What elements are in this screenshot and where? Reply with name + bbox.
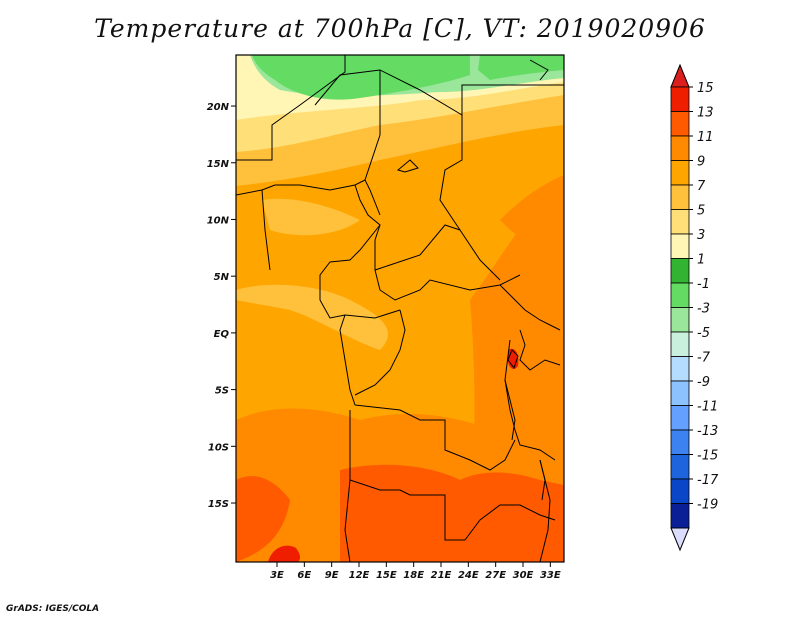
border-uganda-kenya <box>499 284 561 331</box>
colorbar-swatch <box>670 356 690 382</box>
colorbar-label: -5 <box>697 326 710 341</box>
field-patch-yellow-orange <box>262 198 360 236</box>
colorbar-swatch <box>670 405 690 431</box>
border-niger-chad-sudan <box>314 69 501 281</box>
border-angola-namibia <box>349 479 465 541</box>
x-tick-label: 33E <box>540 570 561 581</box>
colorbar-label: 3 <box>697 228 705 243</box>
colorbar-label: -13 <box>697 424 718 439</box>
colorbar-label: -9 <box>697 375 710 390</box>
map-frame <box>235 54 565 563</box>
field-east-dark-orange-2 <box>500 175 564 260</box>
border-angola-drc-zambia <box>354 404 516 471</box>
x-tick-label: 18E <box>403 570 424 581</box>
x-tick-label: 15E <box>376 570 397 581</box>
colorbar-swatch <box>670 478 690 504</box>
y-tick-label: EQ <box>214 329 230 340</box>
colorbar-label: -17 <box>697 473 719 488</box>
colorbar-swatch <box>670 454 690 480</box>
colorbar-label: -3 <box>697 302 710 317</box>
y-tick-label: 15S <box>208 499 229 510</box>
colorbar-swatch <box>670 160 690 186</box>
colorbar-swatch <box>670 209 690 235</box>
border-mali-algeria <box>236 55 346 161</box>
border-chad-car <box>374 224 461 271</box>
colorbar-label: -7 <box>697 351 711 366</box>
x-tick-label: 3E <box>270 570 284 581</box>
colorbar-swatch <box>670 258 690 284</box>
y-axis: 20N 15N 10N 5N EQ 5S 10S 15S <box>207 102 236 510</box>
y-tick-label: 15N <box>207 159 230 170</box>
colorbar-swatch <box>670 135 690 161</box>
colorbar-swatch <box>670 184 690 210</box>
colorbar-label: -19 <box>697 498 718 513</box>
temperature-field <box>236 55 564 562</box>
x-tick-label: 27E <box>485 570 506 581</box>
lake-feature <box>396 159 419 173</box>
lake-victoria-edge <box>507 349 519 370</box>
x-axis: 3E 6E 9E 12E 15E 18E 21E 24E 27E 30E 33E <box>270 562 561 581</box>
y-tick-label: 5S <box>215 386 229 397</box>
colorbar-legend: 15 13 11 9 7 5 3 1 -1 -3 -5 -7 -9 -11 -13 -15 -17 -19 <box>670 63 719 552</box>
x-tick-label: 24E <box>458 570 479 581</box>
border-zambia-zimbabwe <box>464 504 556 541</box>
border-nigeria-cameroon <box>319 184 381 300</box>
colorbar-label: 13 <box>697 106 714 121</box>
colorbar-label: 5 <box>697 204 705 219</box>
colorbar-swatch <box>670 282 690 308</box>
colorbar-arrow-top <box>670 63 690 88</box>
lake-malawi <box>539 459 546 501</box>
field-southwest-red-orange <box>236 476 290 562</box>
colorbar-swatch <box>670 233 690 259</box>
y-tick-label: 20N <box>207 102 230 113</box>
colorbar-label: 9 <box>697 155 705 170</box>
x-tick-label: 21E <box>431 570 452 581</box>
field-south-red-orange <box>340 464 564 562</box>
colorbar-swatch <box>670 111 690 137</box>
colorbar-swatch <box>670 503 690 529</box>
colorbar-label: -11 <box>697 400 718 415</box>
coast-nile <box>529 59 549 81</box>
colorbar-swatch <box>670 86 690 112</box>
colorbar-swatch <box>670 307 690 333</box>
y-tick-label: 10N <box>207 215 230 226</box>
x-tick-label: 6E <box>297 570 311 581</box>
border-benin <box>261 189 271 271</box>
colorbar-label: 15 <box>697 81 714 96</box>
field-patch-yellow-orange-2 <box>236 284 389 350</box>
country-borders <box>236 55 564 562</box>
colorbar-swatch <box>670 331 690 357</box>
border-car-drc <box>374 269 521 301</box>
colorbar-arrow-bottom <box>670 527 690 552</box>
colorbar-label: 1 <box>697 253 705 268</box>
colorbar-label: -15 <box>697 449 718 464</box>
x-tick-label: 12E <box>349 570 370 581</box>
colorbar-label: 11 <box>697 130 714 145</box>
border-libya-egypt <box>461 84 564 115</box>
field-band-green-east <box>478 55 564 80</box>
colorbar-label: 7 <box>697 179 706 194</box>
colorbar-label: -1 <box>697 277 710 292</box>
y-tick-label: 5N <box>214 272 230 283</box>
x-tick-label: 9E <box>325 570 339 581</box>
field-band-green <box>252 55 470 100</box>
field-spot-red <box>268 545 300 562</box>
border-angola-west <box>344 410 351 562</box>
grads-credit: GrADS: IGES/COLA <box>6 604 100 614</box>
map-title: Temperature at 700hPa [C], VT: 201902090… <box>94 14 706 43</box>
lake-tanganyika <box>504 379 516 441</box>
border-drc-west <box>354 309 406 396</box>
colorbar-swatch <box>670 380 690 406</box>
border-rwanda-tanzania <box>519 329 561 371</box>
x-tick-label: 30E <box>513 570 534 581</box>
colorbar-swatch <box>670 429 690 455</box>
y-tick-label: 10S <box>208 442 229 453</box>
border-congo-drc <box>339 314 356 406</box>
